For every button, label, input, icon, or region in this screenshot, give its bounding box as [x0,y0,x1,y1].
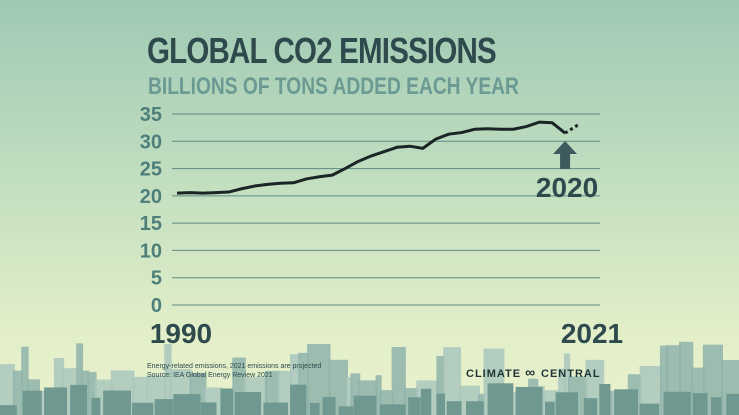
x-tick-label: 1990 [150,318,212,349]
building [420,388,432,415]
y-tick-label: 0 [151,295,162,317]
building [0,364,15,415]
building [379,404,406,415]
building [563,353,571,415]
x-tick-label: 2021 [561,318,623,349]
chart-subtitle: BILLIONS OF TONS ADDED EACH YEAR [148,73,519,100]
building [557,368,566,415]
building [234,392,262,415]
building [76,343,84,415]
building [154,399,174,415]
building [599,383,611,415]
building [353,395,377,415]
building [220,388,234,415]
infinity-logo-icon: ∞ [525,364,541,380]
building [350,373,361,415]
annotation-label: 2020 [536,172,598,203]
brand-logo: CLIMATE ∞ CENTRAL [466,364,601,380]
building [663,391,691,415]
building [91,397,101,415]
building [290,384,307,415]
building [289,354,301,415]
building [639,403,660,415]
building [21,346,29,415]
footnote-line: Energy-related emissions, 2021 emissions… [147,363,322,370]
building [465,401,484,415]
building [309,402,320,415]
building [487,383,514,415]
emissions-line [176,120,567,195]
y-tick-label: 35 [140,104,162,126]
building [583,398,598,415]
building [322,396,336,415]
building [131,402,154,415]
building [446,401,462,415]
brand-text: CLIMATE ∞ CENTRAL [466,364,601,380]
building [545,401,555,415]
building [12,370,24,415]
building [338,406,354,415]
building [692,393,708,415]
building [614,389,638,415]
y-tick-label: 30 [140,131,162,153]
y-tick-label: 15 [140,213,162,235]
building [408,397,421,415]
building [391,347,406,415]
y-tick-label: 25 [140,159,162,181]
y-tick-label: 10 [140,240,162,262]
building [345,377,353,415]
building [298,352,310,415]
building [70,384,87,415]
building [436,356,446,415]
building [22,390,42,415]
building [0,405,17,415]
chart-title: GLOBAL CO2 EMISSIONS [147,30,497,71]
arrow-up-icon [553,141,578,169]
building [164,344,172,415]
building [726,393,739,415]
building [53,358,65,415]
building [555,392,579,415]
building [436,393,446,415]
building [443,347,462,415]
y-tick-label: 5 [151,268,162,290]
source-line: Source: IEA Global Energy Review 2021 [147,372,273,379]
y-tick-label: 20 [140,186,162,208]
projected-line [564,123,579,135]
building [659,345,669,415]
building [710,397,722,415]
building [639,365,662,415]
building [87,371,97,415]
building [44,387,68,415]
building [263,402,289,415]
footnote: Energy-related emissions, 2021 emissions… [147,362,321,380]
building [173,394,201,415]
building [515,386,543,415]
building [103,390,131,415]
building [200,402,217,415]
building [375,375,382,415]
